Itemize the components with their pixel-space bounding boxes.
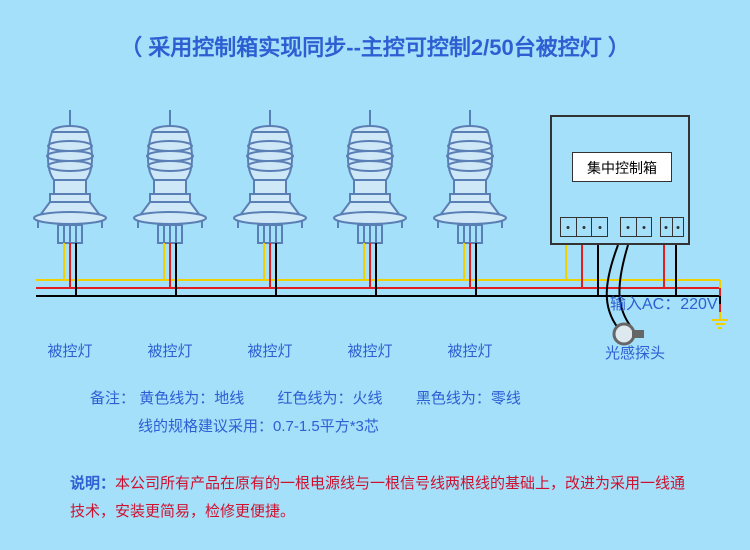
lamp-label: 被控灯 <box>230 340 310 361</box>
wire-legend: 备注： 黄色线为：地线 红色线为：火线 黑色线为：零线 线的规格建议采用：0.7… <box>90 385 670 441</box>
terminal-block-sensor <box>620 217 652 237</box>
description: 说明：本公司所有产品在原有的一根电源线与一根信号线两根线的基础上，改进为采用一线… <box>70 470 690 526</box>
control-box-label: 集中控制箱 <box>572 152 672 182</box>
wiring-diagram: 集中控制箱 被控灯被控灯被控灯被控灯被控灯 光感探头 输入AC：220V <box>0 110 750 370</box>
sensor-label: 光感探头 <box>605 342 665 363</box>
title-text: （ 采用控制箱实现同步--主控可控制2/50台被控灯 ） <box>120 35 630 60</box>
terminal-block-input <box>660 217 684 237</box>
beacon-lamp <box>430 110 510 250</box>
control-box: 集中控制箱 <box>550 115 690 245</box>
beacon-lamp <box>130 110 210 250</box>
legend-red: 红色线为：火线 <box>278 390 383 407</box>
page-title: （ 采用控制箱实现同步--主控可控制2/50台被控灯 ） <box>0 0 750 62</box>
desc-body: 本公司所有产品在原有的一根电源线与一根信号线两根线的基础上，改进为采用一线通技术… <box>70 475 685 520</box>
legend-prefix: 备注： <box>90 390 135 407</box>
beacon-lamp <box>230 110 310 250</box>
lamp-label: 被控灯 <box>30 340 110 361</box>
desc-label: 说明： <box>70 475 115 492</box>
lamp-label: 被控灯 <box>130 340 210 361</box>
terminal-block-bus <box>560 217 608 237</box>
beacon-lamp <box>30 110 110 250</box>
lamp-label: 被控灯 <box>430 340 510 361</box>
beacon-lamp <box>330 110 410 250</box>
input-ac-label: 输入AC：220V <box>610 290 718 314</box>
lamp-label: 被控灯 <box>330 340 410 361</box>
legend-yellow: 黄色线为：地线 <box>139 390 244 407</box>
legend-black: 黑色线为：零线 <box>416 390 521 407</box>
legend-spec: 线的规格建议采用：0.7-1.5平方*3芯 <box>138 418 379 435</box>
